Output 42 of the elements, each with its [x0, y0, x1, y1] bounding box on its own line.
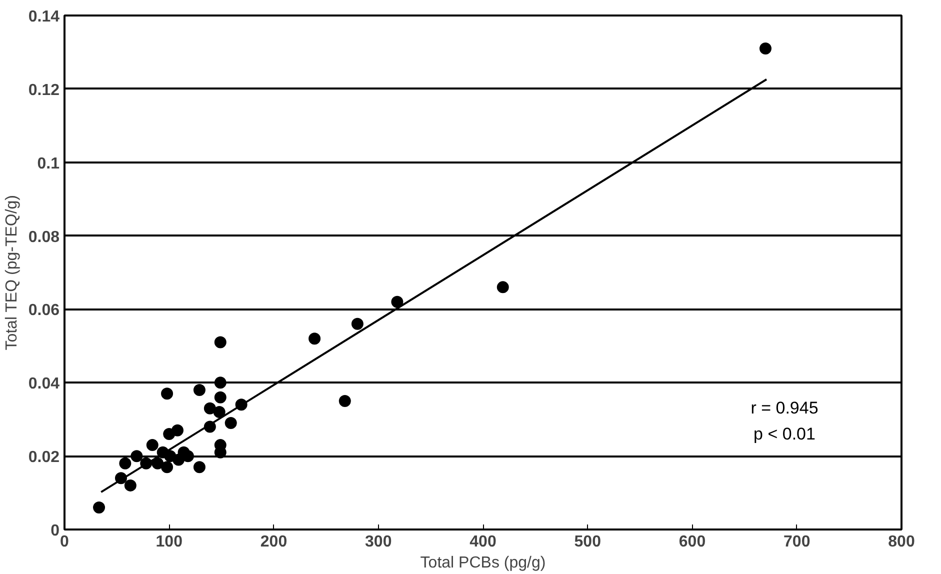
- y-tick-label: 0.04: [28, 376, 60, 393]
- point: [391, 296, 404, 308]
- point: [193, 461, 206, 474]
- y-tick-label: 0.06: [28, 302, 60, 320]
- y-axis-title: Total TEQ (pg-TEQ/g): [3, 194, 20, 350]
- point: [161, 461, 174, 474]
- y-tick-label: 0.14: [28, 8, 60, 26]
- point: [161, 388, 174, 400]
- point: [338, 395, 351, 407]
- x-tick-label: 700: [784, 534, 810, 550]
- x-tick-label: 400: [470, 534, 496, 550]
- x-tick-label: 500: [574, 534, 602, 550]
- point: [214, 376, 226, 389]
- x-tick-label: 100: [156, 534, 183, 550]
- point: [351, 318, 364, 330]
- y-tick-label: 0.1: [37, 155, 60, 172]
- y-tick-label: 0.08: [28, 228, 60, 246]
- annotation: p < 0.01: [754, 424, 816, 444]
- y-tick-label: 0: [50, 522, 60, 540]
- point: [119, 457, 132, 470]
- point: [146, 439, 158, 452]
- point: [130, 450, 143, 462]
- x-tick-label: 200: [260, 534, 288, 550]
- y-tick-label: 0.12: [28, 82, 60, 99]
- x-tick-label: 300: [365, 534, 392, 550]
- x-tick-label: 600: [678, 534, 706, 550]
- point: [214, 391, 226, 404]
- x-axis-title: Total PCBs (pg/g): [420, 554, 546, 572]
- point: [124, 479, 136, 492]
- y-tick-label: 0.02: [28, 449, 60, 466]
- point: [93, 501, 106, 514]
- point: [308, 332, 321, 345]
- annotation: r = 0.945: [750, 398, 818, 418]
- point: [193, 384, 206, 396]
- point: [496, 281, 509, 294]
- point: [759, 42, 772, 55]
- point: [224, 417, 237, 430]
- point: [171, 424, 184, 436]
- point: [213, 406, 226, 418]
- point: [204, 402, 216, 414]
- point: [214, 336, 226, 348]
- x-tick-label: 800: [888, 534, 915, 550]
